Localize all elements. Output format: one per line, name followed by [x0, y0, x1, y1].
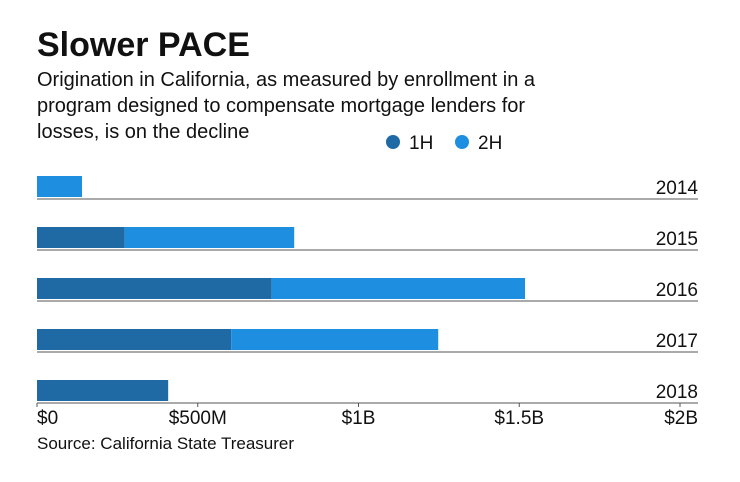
x-tick-label: $0	[37, 408, 58, 429]
bar	[271, 278, 526, 299]
category-label: 2015	[656, 229, 698, 250]
bar	[37, 329, 232, 350]
category-label: 2018	[656, 382, 698, 403]
bar	[124, 227, 295, 248]
subtitle: losses, is on the decline	[37, 121, 249, 143]
category-label: 2014	[656, 178, 699, 199]
legend-swatch	[455, 135, 469, 149]
x-tick-label: $2B	[664, 408, 698, 429]
bar	[37, 278, 272, 299]
legend-label: 2H	[478, 133, 502, 154]
x-tick-label: $500M	[169, 408, 227, 429]
category-label: 2016	[656, 280, 698, 301]
x-tick-label: $1.5B	[494, 408, 544, 429]
legend-label: 1H	[409, 133, 433, 154]
category-label: 2017	[656, 331, 698, 352]
bar	[37, 176, 83, 197]
legend-swatch	[386, 135, 400, 149]
subtitle: Origination in California, as measured b…	[37, 69, 536, 91]
source: Source: California State Treasurer	[37, 434, 294, 453]
bar	[37, 380, 169, 401]
bar	[231, 329, 439, 350]
x-tick-label: $1B	[342, 408, 376, 429]
bar	[37, 227, 125, 248]
chart-title: Slower PACE	[37, 26, 250, 64]
subtitle: program designed to compensate mortgage …	[37, 95, 525, 117]
